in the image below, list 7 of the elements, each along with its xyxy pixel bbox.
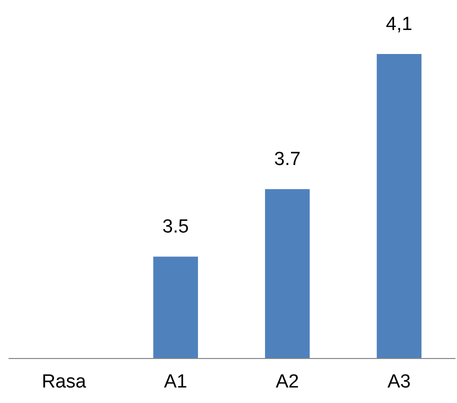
x-tick-label: Rasa [42, 372, 86, 392]
data-label: 4,1 [386, 14, 412, 35]
data-label: 3.7 [274, 149, 301, 170]
x-tick-label: A3 [388, 372, 411, 392]
data-label: 3.5 [162, 216, 189, 238]
x-tick-label: A1 [164, 372, 188, 392]
x-tick-label: A2 [276, 372, 299, 392]
